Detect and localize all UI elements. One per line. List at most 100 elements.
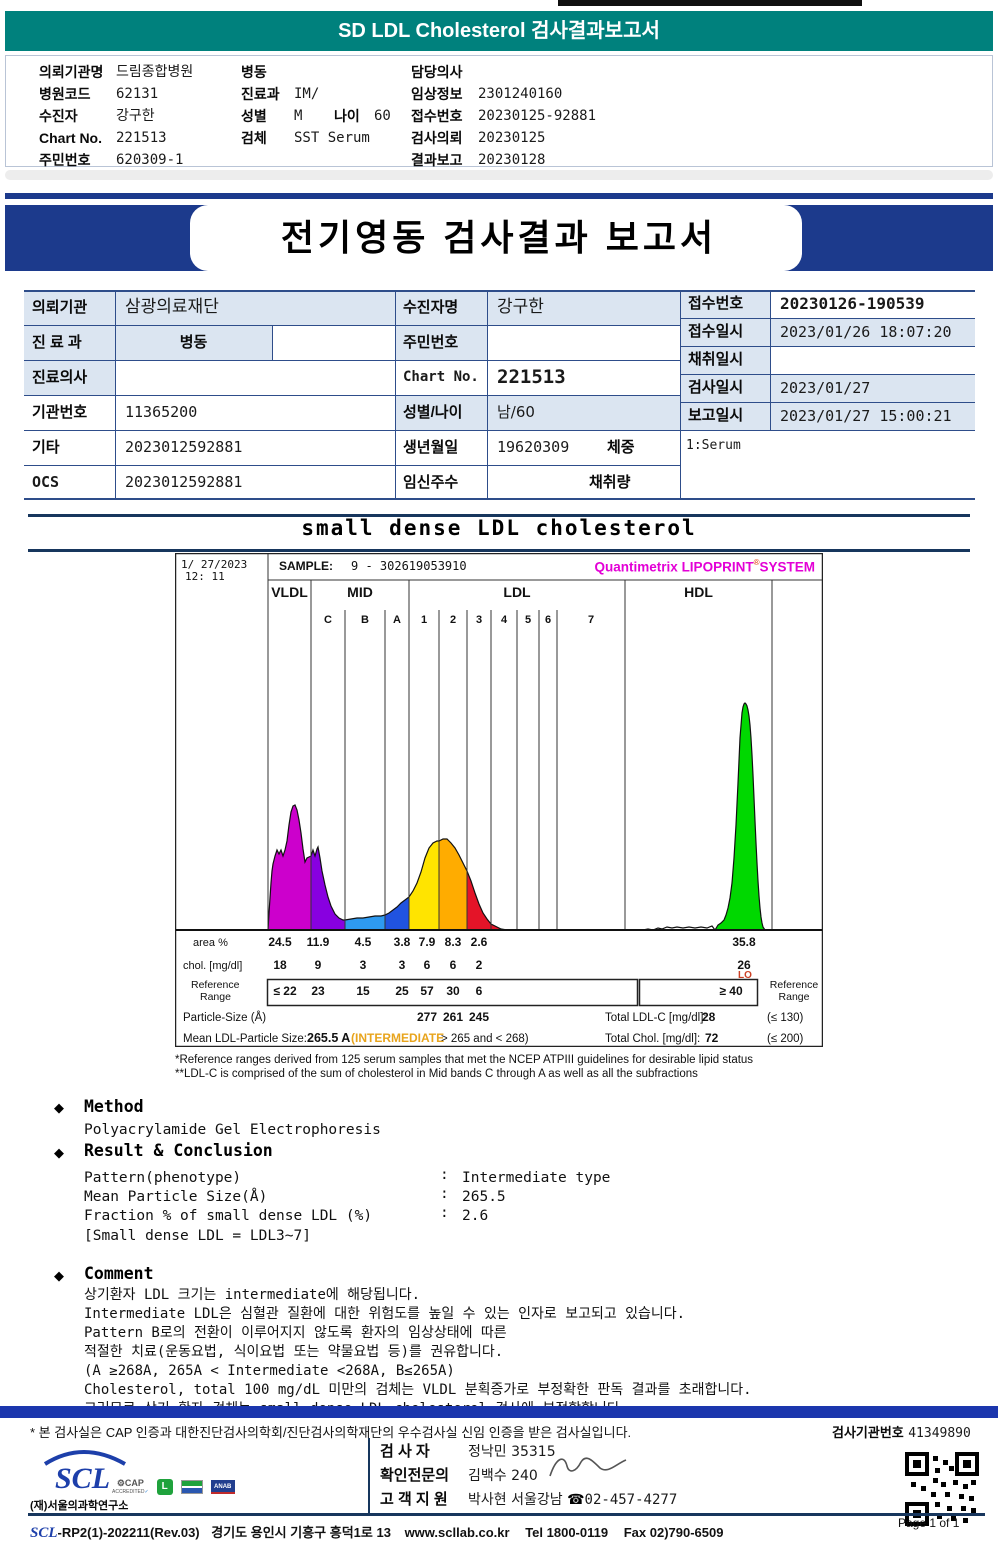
area-value: 4.5 bbox=[354, 935, 372, 949]
field-label: 나이 bbox=[334, 108, 360, 124]
chart-time: 12: 11 bbox=[185, 570, 225, 583]
particle-size-value: 261 bbox=[442, 1010, 464, 1024]
row-bg bbox=[395, 291, 680, 325]
ref-value: 15 bbox=[356, 984, 370, 998]
sublane-7: 7 bbox=[587, 614, 595, 626]
ref-value: 23 bbox=[311, 984, 325, 998]
gear-icon: ⚙ bbox=[116, 1478, 125, 1488]
chol-value: 18 bbox=[273, 958, 287, 972]
org-number-value: 41349890 bbox=[908, 1426, 971, 1441]
divider-strip bbox=[5, 170, 993, 180]
sublane-1: 1 bbox=[420, 614, 428, 626]
signature bbox=[548, 1452, 628, 1487]
field-value: 강구한 bbox=[116, 108, 155, 124]
method-heading: Method bbox=[84, 1097, 144, 1116]
field-label: 접수번호 bbox=[411, 108, 463, 124]
chol-value: 26 bbox=[737, 958, 751, 972]
row-bg bbox=[395, 396, 680, 430]
order-label: 검사일시 bbox=[688, 379, 744, 396]
row-bg bbox=[395, 326, 487, 360]
lane-group-vldl: VLDL bbox=[271, 584, 308, 600]
field-label: 주민번호 bbox=[39, 152, 91, 168]
sublane-6: 6 bbox=[544, 614, 552, 626]
customer-support-row: 박사현 서울강남 ☎02-457-4277 bbox=[468, 1489, 677, 1509]
sublane-4: 4 bbox=[500, 614, 508, 626]
table-line bbox=[680, 430, 975, 431]
info-row: 임상정보 bbox=[411, 84, 463, 104]
particle-size-label: Particle-Size (Å) bbox=[183, 1012, 267, 1024]
sublane-2: 2 bbox=[449, 614, 457, 626]
table-line bbox=[24, 430, 680, 431]
sample-label: SAMPLE: bbox=[279, 559, 333, 573]
table-line bbox=[395, 290, 396, 500]
result-colon: : bbox=[440, 1186, 449, 1202]
field-label: 검사의뢰 bbox=[411, 130, 463, 146]
chol-value: 2 bbox=[475, 958, 483, 972]
phone-number: 02-457-4277 bbox=[584, 1492, 678, 1508]
banner-title: 전기영동 검사결과 보고서 bbox=[280, 217, 718, 258]
mean-particle-range: > 265 and < 268) bbox=[441, 1033, 529, 1045]
result-row-label: Fraction % of small dense LDL (%) bbox=[84, 1208, 373, 1224]
lab-fax: Fax 02)790-6509 bbox=[623, 1525, 724, 1540]
field-value: M bbox=[294, 108, 303, 124]
info-row: 접수번호 bbox=[411, 106, 463, 126]
info-row: 검사의뢰 bbox=[411, 128, 463, 148]
staff-label: 확인전문의 bbox=[380, 1467, 450, 1484]
order-label: 기관번호 bbox=[32, 404, 88, 421]
brand-left: Quantimetrix LIPOPRINT bbox=[594, 559, 754, 575]
mean-particle-label: Mean LDL-Particle Size: bbox=[183, 1033, 307, 1045]
order-label: 수진자명 bbox=[403, 299, 459, 316]
total-ldl-label: Total LDL-C [mg/dl]: bbox=[605, 1012, 707, 1024]
low-flag: LO bbox=[738, 970, 752, 981]
field-label: 진료과 bbox=[241, 86, 280, 102]
info-row: Chart No. bbox=[39, 128, 102, 148]
table-line bbox=[272, 325, 273, 360]
result-colon: : bbox=[440, 1167, 449, 1183]
order-suffix-label: 채취량 bbox=[589, 474, 631, 491]
lab-tel: Tel 1800-0119 bbox=[525, 1525, 609, 1540]
area-value: 2.6 bbox=[470, 935, 488, 949]
row-bg bbox=[24, 291, 395, 325]
info-row: 의뢰기관명 bbox=[39, 62, 103, 82]
sublane-a: A bbox=[393, 614, 401, 626]
serum-note: 1:Serum bbox=[686, 438, 741, 453]
result-row-label: Pattern(phenotype) bbox=[84, 1170, 242, 1186]
lab-address: 경기도 용인시 기흥구 흥덕1로 13 bbox=[211, 1525, 391, 1540]
info-row: 진료과 bbox=[241, 84, 280, 104]
report-banner: 전기영동 검사결과 보고서 bbox=[5, 205, 993, 271]
field-label: 의뢰기관명 bbox=[39, 64, 104, 80]
doc-code-prefix: SCL bbox=[30, 1525, 58, 1541]
section-title: small dense LDL cholesterol bbox=[301, 516, 697, 540]
field-value: 20230125 bbox=[478, 130, 546, 146]
order-label: 접수일시 bbox=[688, 323, 744, 340]
electrophoresis-plot bbox=[175, 553, 823, 1047]
comment-line: 상기환자 LDL 크기는 intermediate에 해당됩니다. bbox=[84, 1287, 421, 1303]
info-row: 결과보고 bbox=[411, 150, 463, 170]
total-chol-value: 72 bbox=[705, 1031, 719, 1045]
chart-date: 1/ 27/2023 bbox=[181, 558, 248, 571]
diamond-bullet-icon: ◆ bbox=[54, 1268, 64, 1283]
accreditation-statement: * 본 검사실은 CAP 인증과 대한진단검사의학회/진단검사의학재단의 우수검… bbox=[30, 1425, 632, 1440]
footnote-2: **LDL-C is comprised of the sum of chole… bbox=[175, 1068, 698, 1080]
order-value: 2023012592881 bbox=[125, 473, 243, 491]
total-chol-label: Total Chol. [mg/dl]: bbox=[605, 1033, 701, 1045]
order-value: 19620309 bbox=[497, 438, 570, 456]
field-label: 수진자 bbox=[39, 108, 78, 124]
order-value: 2023/01/27 bbox=[780, 379, 871, 397]
cap-accredited-logo: ⚙CAP ACCREDITED✓ bbox=[112, 1478, 149, 1495]
section-rule bbox=[28, 514, 970, 517]
ref-range-label-right: Range bbox=[778, 991, 810, 1003]
table-line bbox=[24, 395, 680, 396]
cap-sublabel: ACCREDITED bbox=[112, 1489, 145, 1495]
document-footer-line: SCL-RP2(1)-202211(Rev.03) 경기도 용인시 기흥구 흥덕… bbox=[30, 1522, 723, 1542]
staff-value: 정낙민 35315 bbox=[468, 1444, 556, 1460]
order-value: 삼광의료재단 bbox=[125, 297, 219, 317]
ref-value: ≤ 22 bbox=[273, 984, 297, 998]
table-line bbox=[24, 290, 680, 292]
org-number-label: 검사기관번호 bbox=[832, 1425, 904, 1440]
staff-value: 김백수 240 bbox=[468, 1468, 538, 1484]
order-value: 221513 bbox=[497, 366, 566, 388]
field-value: 20230128 bbox=[478, 152, 546, 168]
order-value: 2023012592881 bbox=[125, 438, 243, 456]
field-value: IM/ bbox=[294, 86, 320, 102]
